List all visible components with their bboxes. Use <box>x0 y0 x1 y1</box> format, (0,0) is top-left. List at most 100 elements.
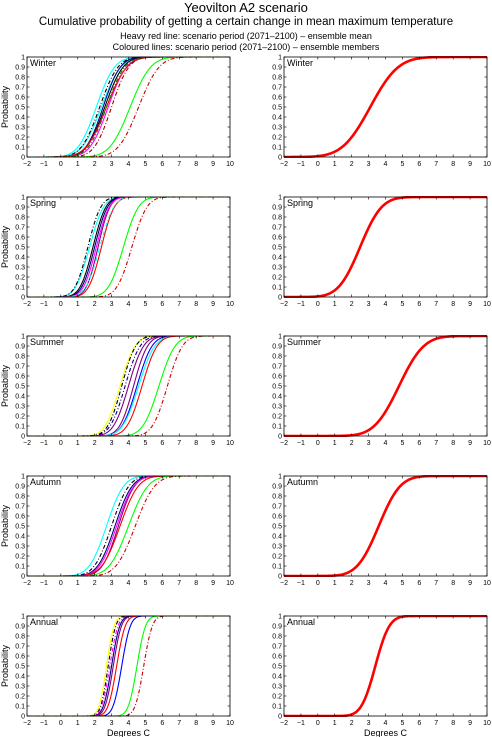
y-tick-label: 0.6 <box>15 235 25 242</box>
y-tick-label: 0 <box>278 434 282 441</box>
series-line-3 <box>27 196 230 298</box>
y-tick-label: 0 <box>278 714 282 721</box>
x-tick-label: 9 <box>211 720 215 727</box>
x-tick-label: −1 <box>40 580 48 587</box>
y-tick-label: 0.2 <box>15 414 25 421</box>
x-tick-label: 7 <box>434 301 438 308</box>
x-tick-label: −2 <box>23 440 31 447</box>
series-group <box>284 196 487 298</box>
y-tick-label: 0.1 <box>272 424 282 431</box>
y-axis-label: Probability <box>0 85 10 128</box>
x-tick-label: 5 <box>400 161 404 168</box>
y-tick-label: 0.1 <box>15 145 25 152</box>
y-tick-label: 0.8 <box>15 494 25 501</box>
y-tick-label: 0.4 <box>272 115 282 122</box>
x-axis-label: Degrees C <box>107 728 151 737</box>
x-tick-label: 3 <box>367 161 371 168</box>
legend-note-ensemble-members: Coloured lines: scenario period (2071–21… <box>112 42 380 52</box>
y-tick-label: 0.7 <box>272 85 282 92</box>
y-tick-label: 1 <box>278 334 282 341</box>
x-tick-label: 1 <box>76 440 80 447</box>
y-tick-label: 0 <box>278 155 282 162</box>
y-tick-label: 0.6 <box>15 374 25 381</box>
series-line-4 <box>27 335 230 437</box>
y-tick-label: 0.2 <box>15 135 25 142</box>
series-line-10 <box>27 56 230 158</box>
y-tick-label: 0.8 <box>272 75 282 82</box>
x-tick-label: 2 <box>93 301 97 308</box>
x-tick-label: 4 <box>384 161 388 168</box>
x-tick-label: 9 <box>211 301 215 308</box>
x-tick-label: 8 <box>451 720 455 727</box>
x-tick-label: 0 <box>316 720 320 727</box>
x-tick-label: 4 <box>127 301 131 308</box>
series-line-7 <box>27 196 230 298</box>
y-tick-label: 0.1 <box>272 285 282 292</box>
series-line-7 <box>27 615 230 717</box>
y-tick-label: 0.3 <box>272 684 282 691</box>
y-tick-label: 0.9 <box>15 65 25 72</box>
x-tick-label: 0 <box>59 440 63 447</box>
y-tick-label: 0.5 <box>15 245 25 252</box>
y-tick-label: 0.2 <box>272 414 282 421</box>
x-tick-label: −1 <box>297 301 305 308</box>
y-tick-label: 0.3 <box>15 684 25 691</box>
series-line-3 <box>27 56 230 158</box>
y-tick-label: 0.4 <box>272 534 282 541</box>
season-label: Spring <box>30 198 56 208</box>
x-tick-label: 0 <box>59 580 63 587</box>
x-tick-label: 7 <box>177 720 181 727</box>
y-tick-label: 0.3 <box>272 125 282 132</box>
y-tick-label: 0.4 <box>15 674 25 681</box>
series-line-2 <box>27 196 230 298</box>
plot-frame <box>283 335 488 437</box>
plot-annual-mean: −2 −1 0 1 2 3 4 5 6 7 8 9 10 0 0.1 0.2 0.3 0.4 0.5 0.6 0.7 0.… <box>272 614 491 737</box>
plot-annual-members: −2 −1 0 1 2 3 4 5 6 7 8 9 10 0 0.1 0.2 0.3 0.4 0.5 0.6 0.7 0.… <box>0 614 234 737</box>
x-tick-label: 10 <box>483 440 491 447</box>
x-tick-label: 9 <box>468 580 472 587</box>
y-tick-label: 0.7 <box>15 225 25 232</box>
season-label: Autumn <box>287 477 318 487</box>
x-tick-label: −1 <box>40 440 48 447</box>
x-tick-label: −2 <box>23 580 31 587</box>
plot-autumn-mean: −2 −1 0 1 2 3 4 5 6 7 8 9 10 0 0.1 0.2 0.3 0.4 0.5 0.6 0.7 0.… <box>272 474 491 588</box>
y-tick-label: 0 <box>21 434 25 441</box>
x-tick-label: 9 <box>468 301 472 308</box>
x-tick-label: 2 <box>350 580 354 587</box>
x-tick-label: 4 <box>127 440 131 447</box>
x-tick-label: 9 <box>211 161 215 168</box>
y-tick-label: 1 <box>278 614 282 621</box>
y-tick-label: 0.3 <box>15 125 25 132</box>
series-group <box>284 56 487 158</box>
x-tick-label: 4 <box>384 301 388 308</box>
series-line-10 <box>27 196 230 298</box>
y-tick-label: 0 <box>278 574 282 581</box>
x-tick-label: 8 <box>451 580 455 587</box>
x-tick-label: 2 <box>93 720 97 727</box>
y-tick-label: 0 <box>278 295 282 302</box>
x-tick-label: 8 <box>194 580 198 587</box>
x-tick-label: 3 <box>110 301 114 308</box>
y-tick-label: 0.7 <box>15 504 25 511</box>
x-tick-label: 1 <box>76 580 80 587</box>
y-tick-label: 0.6 <box>272 514 282 521</box>
x-tick-label: 5 <box>400 301 404 308</box>
y-axis-label: Probability <box>0 364 10 407</box>
series-line-1 <box>284 56 487 158</box>
y-tick-label: 0.6 <box>15 654 25 661</box>
y-tick-label: 0.1 <box>272 564 282 571</box>
y-tick-label: 0.3 <box>15 544 25 551</box>
y-tick-label: 0.8 <box>15 75 25 82</box>
x-tick-label: 6 <box>417 161 421 168</box>
x-tick-label: 1 <box>333 580 337 587</box>
plot-frame <box>26 196 231 298</box>
x-tick-label: 10 <box>483 161 491 168</box>
y-tick-label: 0.5 <box>15 384 25 391</box>
y-tick-label: 0.3 <box>15 404 25 411</box>
x-tick-label: −2 <box>280 440 288 447</box>
page-title: Yeovilton A2 scenario <box>184 0 308 15</box>
x-tick-label: 7 <box>434 720 438 727</box>
y-tick-label: 0.4 <box>272 255 282 262</box>
x-tick-label: 3 <box>367 301 371 308</box>
y-tick-label: 1 <box>21 334 25 341</box>
